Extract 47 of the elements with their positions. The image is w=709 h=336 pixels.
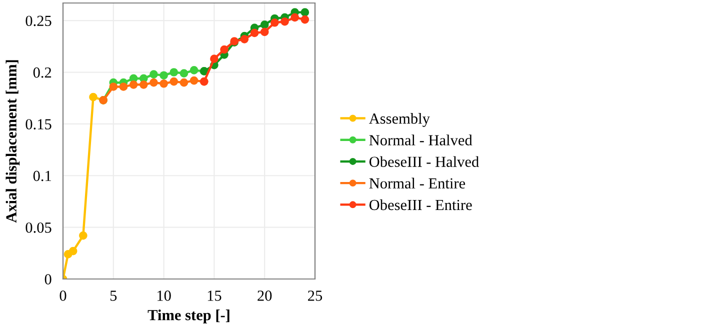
point: [190, 66, 198, 74]
legend-label: Normal - Halved: [369, 134, 472, 146]
legend-label: Assembly: [369, 113, 430, 127]
y-tick-label: 0.15: [26, 119, 52, 130]
point: [139, 80, 148, 89]
y-axis-title: Axial displacement [mm]: [6, 60, 20, 223]
point: [300, 15, 310, 24]
y-tick-label: 0.1: [33, 170, 51, 182]
point: [170, 68, 178, 76]
y-tick-label: 0.2: [33, 67, 52, 78]
point: [150, 78, 158, 87]
point: [129, 80, 138, 89]
x-tick-label: 15: [208, 290, 222, 301]
point: [160, 71, 168, 80]
point: [190, 76, 198, 85]
point: [210, 54, 218, 63]
x-axis-title: Time step [-]: [148, 310, 230, 324]
point: [260, 20, 269, 29]
point: [109, 82, 118, 91]
point: [68, 246, 78, 256]
point: [150, 70, 158, 78]
legend-label: ObeseIII - Entire: [369, 199, 472, 210]
point: [160, 79, 168, 88]
x-tick-label: 10: [158, 290, 171, 301]
point: [119, 82, 128, 91]
point: [280, 17, 289, 26]
x-tick-label: 0: [60, 290, 66, 301]
point: [290, 13, 300, 22]
point: [250, 28, 259, 38]
y-tick-label: 0.25: [26, 16, 52, 26]
legend-label: ObeseIII - Halved: [369, 156, 479, 167]
point: [180, 69, 188, 78]
x-tick-label: 25: [308, 290, 322, 301]
point: [220, 45, 228, 54]
y-tick-label: 0: [44, 274, 52, 284]
legend-label: Normal - Entire: [369, 178, 466, 189]
point: [180, 78, 188, 87]
point: [78, 231, 88, 240]
point: [170, 77, 178, 86]
x-tick-label: 20: [258, 290, 272, 301]
x-tick-label: 5: [110, 290, 117, 301]
y-tick-label: 0.05: [26, 222, 52, 233]
point: [270, 18, 279, 27]
point: [89, 92, 98, 102]
point: [300, 8, 310, 16]
point: [240, 35, 249, 44]
point: [260, 28, 269, 36]
